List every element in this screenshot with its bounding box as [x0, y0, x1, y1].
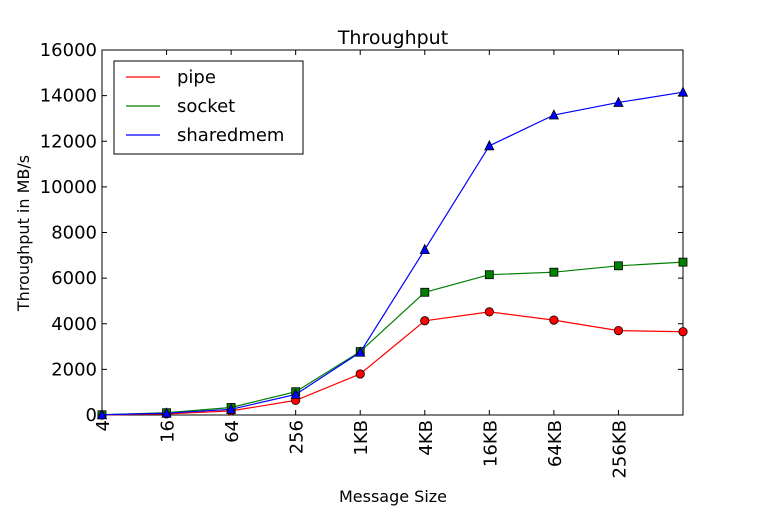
data-point-sharedmem: [96, 408, 108, 420]
y-tick-label: 6000: [51, 268, 97, 289]
x-tick-label: 256KB: [609, 420, 630, 479]
data-point-pipe: [355, 369, 365, 379]
data-point-sharedmem: [161, 407, 172, 418]
series-line-pipe: [101, 311, 684, 416]
data-point-socket: [484, 270, 494, 280]
data-point-pipe: [549, 315, 559, 325]
data-point-pipe: [484, 307, 494, 317]
x-axis-label: Message Size: [339, 487, 447, 506]
y-tick-label: 14000: [40, 86, 97, 107]
data-point-sharedmem: [225, 403, 237, 414]
x-tick-label: 1KB: [351, 420, 372, 456]
data-point-sharedmem: [548, 109, 560, 120]
data-point-sharedmem: [677, 86, 689, 97]
data-point-sharedmem: [355, 346, 366, 357]
y-tick-label: 16000: [40, 40, 97, 61]
data-point-sharedmem: [290, 388, 301, 399]
data-point-socket: [614, 261, 623, 271]
y-tick-label: 8000: [51, 223, 97, 244]
x-tick-label: 16: [158, 420, 179, 443]
data-point-pipe: [613, 325, 624, 336]
series-line-socket: [101, 261, 684, 416]
y-tick-label: 12000: [40, 131, 97, 152]
y-axis-label: Throughput in MB/s: [14, 155, 33, 312]
data-point-socket: [549, 267, 559, 277]
x-tick-label: 4: [93, 420, 114, 431]
x-tick-label: 64KB: [545, 420, 566, 467]
y-tick-label: 0: [86, 405, 97, 426]
data-point-sharedmem: [419, 243, 430, 255]
data-point-pipe: [420, 316, 430, 326]
legend-label-pipe: pipe: [177, 67, 216, 88]
data-point-socket: [678, 257, 688, 267]
data-point-sharedmem: [484, 139, 495, 151]
data-point-pipe: [678, 327, 688, 337]
data-point-socket: [420, 287, 430, 297]
x-tick-label: 64: [222, 420, 243, 443]
legend: pipe socket sharedmem: [113, 60, 304, 155]
series-line-sharedmem: [101, 91, 684, 416]
x-tick-label: 4KB: [416, 420, 437, 456]
y-tick-label: 4000: [51, 314, 97, 335]
x-tick-label: 256: [287, 420, 308, 454]
data-point-sharedmem: [613, 96, 624, 107]
legend-label-sharedmem: sharedmem: [177, 125, 284, 146]
y-tick-label: 2000: [51, 359, 97, 380]
chart-title: Throughput: [337, 27, 448, 49]
legend-label-socket: socket: [177, 96, 235, 117]
plot-area: 0 2000 4000 6000 8000 10000 12000 14000 16000 4 16…: [40, 40, 689, 479]
x-tick-label: 16KB: [480, 420, 501, 467]
y-tick-label: 10000: [40, 177, 97, 198]
